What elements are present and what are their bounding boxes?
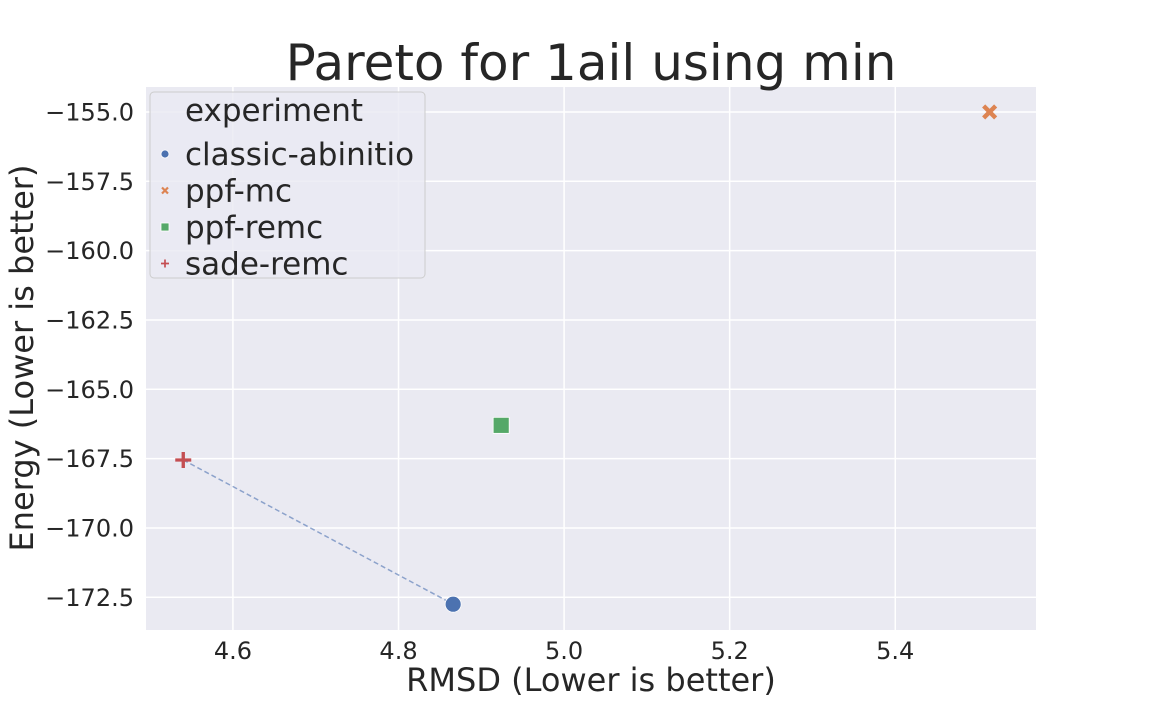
legend-title: experiment <box>185 93 363 129</box>
legend-marker-classic-abinitio <box>160 149 170 159</box>
y-tick-label: −165.0 <box>45 376 134 404</box>
y-tick-label: −157.5 <box>45 168 134 196</box>
data-point-ppf-mc <box>982 104 998 120</box>
y-axis-label: Energy (Lower is better) <box>3 165 41 552</box>
x-tick-label: 5.0 <box>545 637 583 665</box>
legend-frame <box>149 91 426 279</box>
data-points <box>175 104 998 613</box>
x-axis-label: RMSD (Lower is better) <box>406 661 776 699</box>
x-tick-label: 5.2 <box>711 637 749 665</box>
legend-label-sade-remc: sade-remc <box>185 247 348 283</box>
pareto-front <box>182 459 454 605</box>
data-point-sade-remc <box>175 452 192 469</box>
pareto-front-line <box>182 459 454 605</box>
data-point-classic-abinitio <box>444 595 462 613</box>
y-tick-label: −160.0 <box>45 237 134 265</box>
y-tick-label: −172.5 <box>45 584 134 612</box>
y-tick-label: −167.5 <box>45 445 134 473</box>
chart-title: Pareto for 1ail using min <box>286 34 897 92</box>
legend: experiment classic-abinitioppf-mcppf-rem… <box>149 91 426 283</box>
legend-marker-ppf-mc <box>161 186 169 195</box>
legend-label-ppf-remc: ppf-remc <box>185 210 323 246</box>
legend-marker-ppf-remc <box>160 222 170 232</box>
legend-marker-sade-remc <box>161 259 169 268</box>
x-tick-labels: 4.6 4.8 5.0 5.2 5.4 <box>214 637 914 665</box>
y-tick-labels: −155.0 −157.5 −160.0 −162.5 −165.0 −167.5 −170… <box>45 98 134 611</box>
y-tick-label: −162.5 <box>45 306 134 334</box>
data-point-ppf-remc <box>492 416 510 434</box>
x-tick-label: 5.4 <box>876 637 914 665</box>
legend-label-classic-abinitio: classic-abinitio <box>185 137 414 173</box>
x-tick-label: 4.6 <box>214 637 252 665</box>
y-tick-label: −155.0 <box>45 98 134 126</box>
y-tick-label: −170.0 <box>45 514 134 542</box>
x-tick-label: 4.8 <box>379 637 417 665</box>
legend-label-ppf-mc: ppf-mc <box>185 174 292 210</box>
